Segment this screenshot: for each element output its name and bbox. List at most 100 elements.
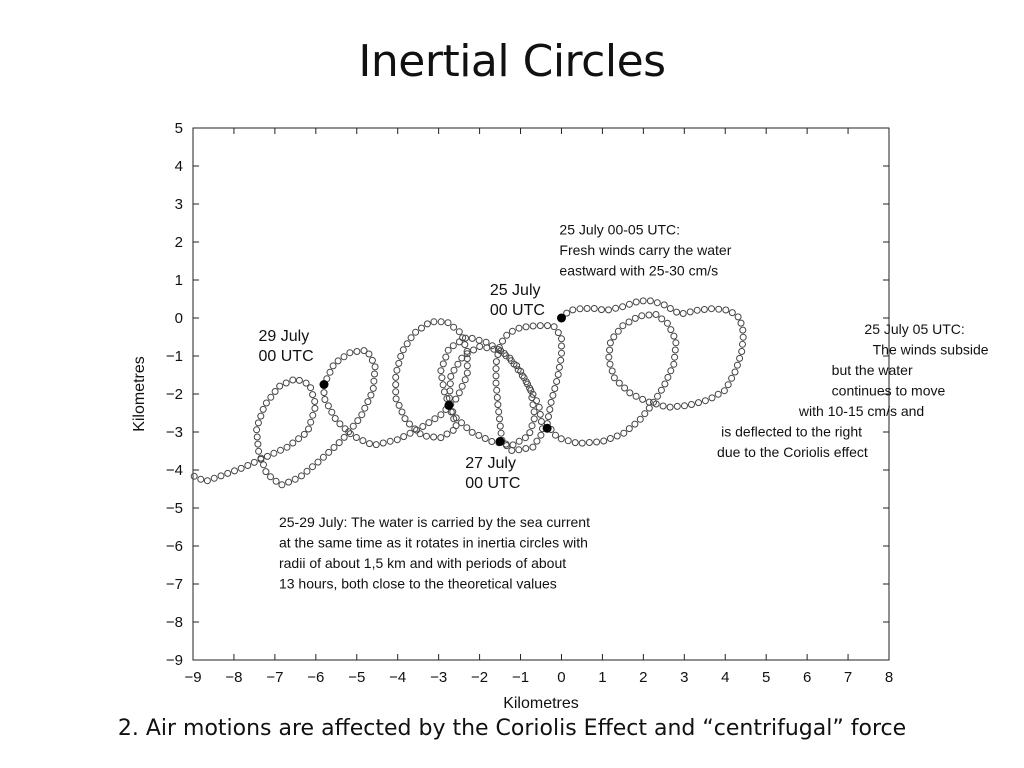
- track-point: [625, 425, 633, 433]
- track-point: [522, 323, 530, 331]
- track-point: [458, 419, 465, 427]
- track-point: [508, 327, 516, 335]
- track-point: [364, 398, 372, 406]
- track-point: [563, 309, 571, 317]
- track-point: [253, 433, 261, 441]
- track-point: [526, 429, 534, 437]
- track-point: [328, 408, 336, 416]
- track-point: [671, 346, 679, 354]
- track-point: [418, 324, 425, 332]
- track-point: [667, 367, 675, 375]
- y-tick-label: −5: [166, 500, 183, 517]
- track-point: [386, 437, 394, 445]
- track-point: [262, 399, 270, 407]
- track-point: [632, 298, 640, 306]
- track-point: [646, 297, 654, 305]
- track-point: [468, 428, 476, 436]
- track-point: [289, 439, 297, 447]
- x-tick-label: 5: [762, 669, 770, 686]
- track-point: [210, 474, 218, 482]
- track-point: [636, 415, 644, 423]
- track-point: [359, 437, 367, 445]
- track-point: [468, 334, 476, 342]
- track-point: [262, 468, 270, 476]
- track-point: [450, 415, 458, 423]
- track-point: [320, 389, 328, 397]
- track-point: [619, 303, 627, 311]
- x-tick-label: −3: [430, 669, 447, 686]
- track-point: [450, 366, 458, 374]
- track-point: [606, 360, 614, 368]
- y-tick-label: −4: [166, 462, 183, 479]
- track-point: [639, 297, 647, 305]
- track-point: [507, 357, 515, 365]
- track-point: [739, 333, 747, 341]
- slide-caption: 2. Air motions are affected by the Corio…: [117, 716, 907, 741]
- track-point: [446, 387, 454, 395]
- y-tick-label: 3: [175, 196, 183, 213]
- track-point: [605, 353, 613, 361]
- track-point: [305, 425, 312, 433]
- track-point: [631, 420, 639, 428]
- track-point: [557, 356, 565, 364]
- time-marker: [444, 400, 454, 410]
- track-point: [530, 415, 538, 423]
- axis-ticks: −9 −8 −7 −6 −5 −4 −3 −2 −1 0 1 2 3 4 5 6 7 8 5 4 3 2 1 0 −1 −2 −3 −…: [166, 120, 893, 686]
- track-point: [406, 420, 413, 428]
- x-axis-title: Kilometres: [503, 695, 579, 712]
- track-point: [521, 434, 529, 442]
- track-point: [395, 359, 403, 367]
- track-point: [641, 410, 649, 418]
- track-point: [739, 326, 747, 334]
- track-point: [349, 422, 357, 430]
- track-point: [550, 323, 558, 331]
- track-point: [326, 368, 334, 376]
- annotation-line: at the same time as it rotates in inerti…: [279, 535, 588, 551]
- track-point: [458, 382, 466, 390]
- track-point: [517, 367, 525, 375]
- annotation-line: 00 UTC: [490, 302, 545, 319]
- track-point: [295, 376, 303, 384]
- track-point: [537, 431, 545, 439]
- track-point: [672, 339, 680, 347]
- track-point: [681, 402, 688, 410]
- track-point: [411, 425, 419, 433]
- track-point: [625, 318, 633, 326]
- track-point: [515, 324, 523, 332]
- track-point: [496, 422, 504, 430]
- track-point: [667, 326, 675, 334]
- y-tick-label: 0: [175, 310, 183, 327]
- y-tick-label: −8: [166, 614, 183, 631]
- track-point: [461, 341, 469, 349]
- track-point: [289, 376, 297, 384]
- annotation-line: 00 UTC: [259, 348, 314, 365]
- track-point: [437, 367, 445, 375]
- track-point: [270, 449, 278, 457]
- track-point: [606, 346, 614, 354]
- x-tick-label: −8: [225, 669, 242, 686]
- track-point: [321, 396, 329, 403]
- track-point: [632, 392, 640, 400]
- track-point: [495, 408, 503, 416]
- track-point: [255, 447, 263, 455]
- track-point: [437, 318, 445, 326]
- track-point: [533, 397, 540, 405]
- track-point: [393, 436, 401, 444]
- track-point: [708, 305, 715, 313]
- track-point: [483, 344, 491, 352]
- track-point: [530, 408, 538, 416]
- track-point: [700, 306, 708, 313]
- track-point: [463, 424, 471, 432]
- annotation-line: radii of about 1,5 km and with periods o…: [279, 555, 566, 571]
- track-point: [334, 357, 342, 365]
- track-point: [731, 368, 739, 376]
- track-point: [546, 406, 554, 413]
- track-point: [612, 304, 620, 312]
- drift-track: [190, 297, 747, 489]
- track-point: [463, 362, 471, 370]
- track-point: [267, 393, 275, 401]
- track-point: [492, 379, 500, 387]
- track-point: [737, 319, 745, 327]
- track-point: [598, 306, 605, 314]
- track-point: [340, 353, 348, 361]
